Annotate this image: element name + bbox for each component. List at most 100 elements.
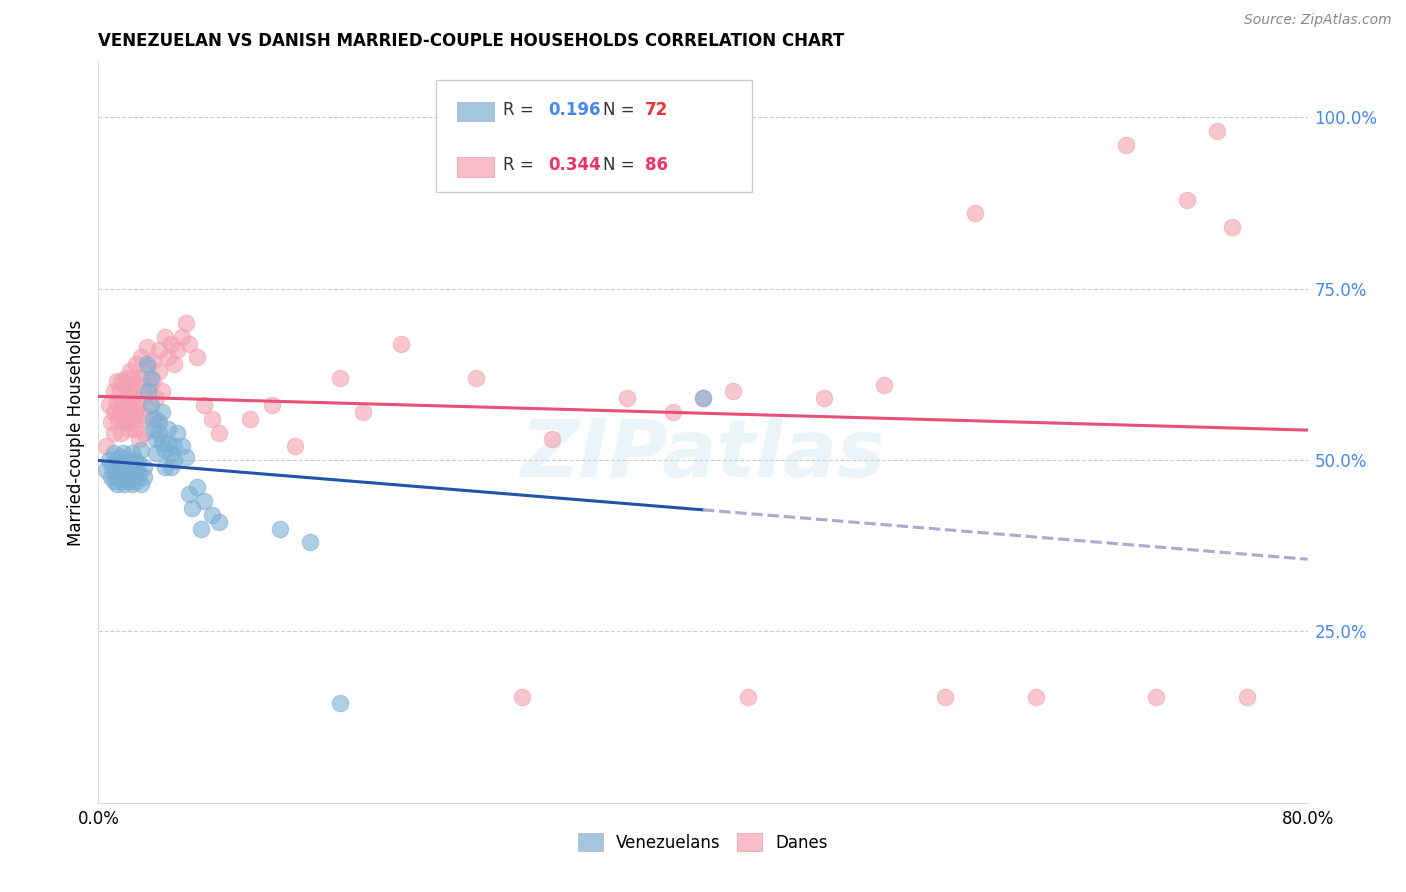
Point bbox=[174, 450, 197, 464]
Point bbox=[135, 340, 157, 354]
Point bbox=[156, 350, 179, 364]
Point bbox=[103, 405, 125, 419]
Point bbox=[132, 425, 155, 440]
Point bbox=[104, 467, 127, 481]
Point bbox=[262, 398, 284, 412]
Point bbox=[114, 453, 136, 467]
Point bbox=[166, 343, 188, 358]
Point bbox=[132, 459, 155, 474]
Point bbox=[121, 415, 143, 429]
Point bbox=[98, 398, 121, 412]
Point bbox=[132, 470, 155, 484]
Point bbox=[101, 459, 124, 474]
Point bbox=[125, 377, 148, 392]
Point bbox=[94, 463, 117, 477]
Text: Source: ZipAtlas.com: Source: ZipAtlas.com bbox=[1244, 13, 1392, 28]
Point bbox=[128, 433, 150, 447]
Point bbox=[179, 336, 201, 351]
Point bbox=[174, 316, 197, 330]
Text: 72: 72 bbox=[645, 101, 669, 119]
Point bbox=[142, 412, 165, 426]
Point bbox=[132, 388, 155, 402]
Point bbox=[107, 412, 129, 426]
Point bbox=[150, 436, 173, 450]
Point bbox=[160, 446, 183, 460]
Point bbox=[103, 425, 125, 440]
Point bbox=[193, 398, 215, 412]
Point bbox=[142, 353, 165, 368]
Point bbox=[112, 401, 135, 416]
Point bbox=[142, 374, 165, 388]
Text: R =: R = bbox=[503, 101, 540, 119]
Point bbox=[186, 350, 208, 364]
Point bbox=[124, 405, 146, 419]
Point bbox=[122, 371, 145, 385]
Point bbox=[150, 384, 173, 399]
Point bbox=[1206, 124, 1229, 138]
Point bbox=[201, 412, 224, 426]
Point bbox=[170, 439, 193, 453]
Point bbox=[141, 398, 163, 412]
Point bbox=[135, 357, 157, 371]
Text: 0.344: 0.344 bbox=[548, 156, 602, 174]
Y-axis label: Married-couple Households: Married-couple Households bbox=[66, 319, 84, 546]
Point bbox=[1220, 219, 1243, 234]
Point bbox=[108, 450, 131, 464]
Point bbox=[145, 392, 167, 406]
Point bbox=[190, 522, 212, 536]
Point bbox=[692, 392, 714, 406]
Text: 86: 86 bbox=[645, 156, 668, 174]
Point bbox=[114, 415, 136, 429]
Point bbox=[112, 459, 135, 474]
Point bbox=[118, 457, 141, 471]
Point bbox=[128, 467, 150, 481]
Point bbox=[94, 439, 117, 453]
Point bbox=[181, 501, 204, 516]
Text: R =: R = bbox=[503, 156, 540, 174]
Point bbox=[1115, 137, 1137, 152]
Point bbox=[111, 394, 134, 409]
Point bbox=[103, 457, 125, 471]
Point bbox=[105, 453, 128, 467]
Point bbox=[115, 463, 138, 477]
Point bbox=[540, 433, 562, 447]
Point bbox=[121, 398, 143, 412]
Point bbox=[124, 422, 146, 436]
Point bbox=[129, 350, 152, 364]
Point bbox=[510, 690, 533, 704]
Point bbox=[111, 467, 134, 481]
Point bbox=[139, 377, 162, 392]
Point bbox=[465, 371, 488, 385]
Point bbox=[186, 480, 208, 494]
Point bbox=[110, 474, 132, 488]
Point bbox=[153, 329, 176, 343]
Point bbox=[1144, 690, 1167, 704]
Point bbox=[103, 384, 125, 399]
Point bbox=[125, 357, 148, 371]
Point bbox=[179, 487, 201, 501]
Point bbox=[284, 439, 307, 453]
Point bbox=[163, 453, 186, 467]
Point bbox=[156, 436, 179, 450]
Point bbox=[127, 412, 149, 426]
Point bbox=[124, 453, 146, 467]
Point bbox=[118, 405, 141, 419]
Point bbox=[160, 459, 183, 474]
Point bbox=[108, 384, 131, 399]
Point bbox=[114, 371, 136, 385]
Point bbox=[153, 442, 176, 457]
Point bbox=[965, 206, 987, 220]
Point bbox=[127, 457, 149, 471]
Point bbox=[163, 439, 186, 453]
Point bbox=[145, 433, 167, 447]
Text: N =: N = bbox=[603, 101, 640, 119]
Point bbox=[148, 343, 170, 358]
Point bbox=[121, 446, 143, 460]
Point bbox=[813, 392, 835, 406]
Text: ZIPatlas: ZIPatlas bbox=[520, 416, 886, 494]
Point bbox=[132, 409, 155, 423]
Point bbox=[125, 463, 148, 477]
Point bbox=[107, 459, 129, 474]
Text: 0.196: 0.196 bbox=[548, 101, 600, 119]
Point bbox=[108, 463, 131, 477]
